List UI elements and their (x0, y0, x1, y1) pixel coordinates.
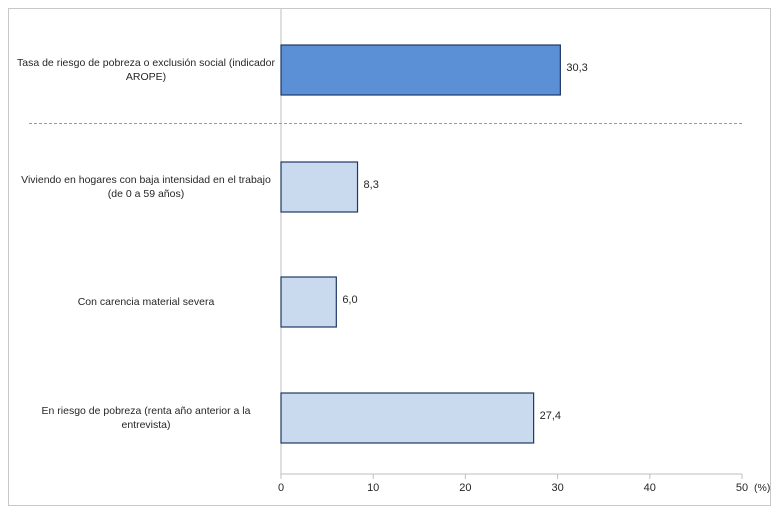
x-tick-label: 10 (367, 482, 380, 494)
bar-value-label: 6,0 (342, 294, 358, 306)
bar (280, 392, 535, 444)
bar-value-label: 27,4 (539, 410, 562, 422)
bar (280, 44, 561, 96)
x-tick-label: 50 (735, 482, 749, 494)
bar (280, 276, 337, 328)
bar-value-label: 8,3 (363, 179, 379, 191)
x-tick-label: 30 (551, 482, 564, 494)
category-label: En riesgo de pobreza (renta año anterior… (41, 405, 251, 431)
category-label: Viviendo en hogares con baja intensidad … (21, 174, 271, 200)
bar-value-label: 30,3 (566, 62, 588, 74)
bar (280, 161, 359, 213)
x-tick-label: 0 (277, 482, 285, 494)
category-label: Con carencia material severa (77, 296, 215, 308)
x-tick-label: 20 (459, 482, 472, 494)
x-unit-label: (%) (754, 482, 771, 494)
category-label: Tasa de riesgo de pobreza o exclusión so… (17, 57, 275, 83)
chart-frame: 0 10 20 30 40 50 (%) 30,3 Tasa de riesgo de pobr… (8, 8, 771, 506)
x-tick-label: 40 (643, 482, 656, 494)
chart-plot (29, 9, 744, 479)
